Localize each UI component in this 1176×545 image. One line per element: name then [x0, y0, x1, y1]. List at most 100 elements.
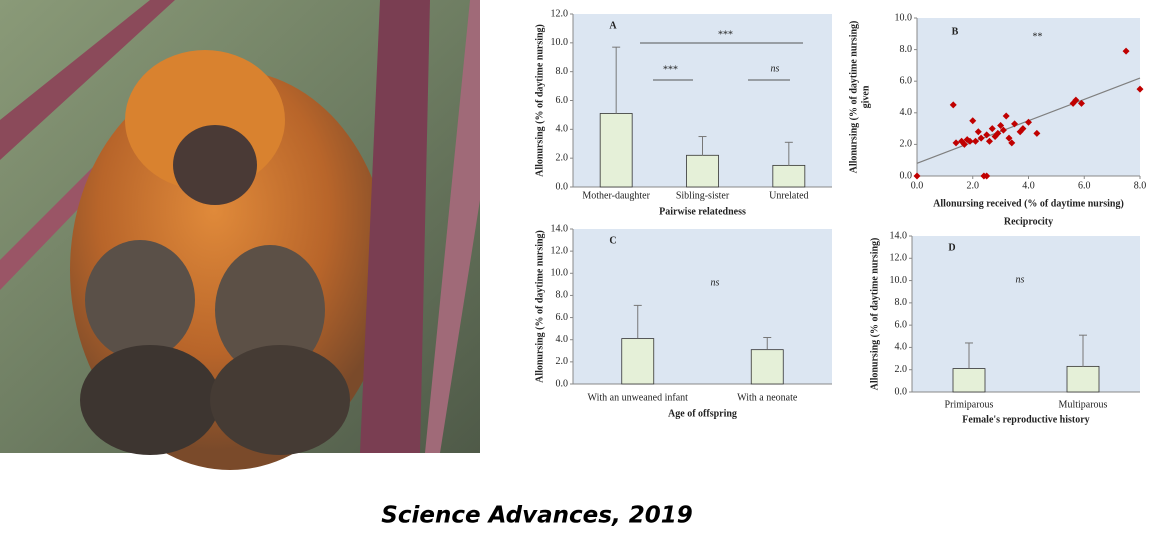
y-tick-label: 10.0 [551, 37, 569, 48]
bar [686, 154, 719, 188]
bar [772, 164, 806, 188]
x-tick-label: 8.0 [1134, 180, 1147, 191]
y-tick-label: 4.0 [556, 124, 569, 135]
bar [750, 349, 784, 385]
x-tick-label: Mother-daughter [582, 190, 650, 201]
y-tick-label: 12.0 [890, 253, 908, 264]
point [1072, 96, 1080, 104]
x-tick-label: Sibling-sister [676, 190, 730, 201]
x-axis-label: Age of offspring [668, 408, 737, 419]
y-tick-label: 6.0 [900, 75, 913, 86]
x-tick-label: With a neonate [737, 392, 798, 403]
annotation: *** [718, 29, 733, 40]
y-tick-label: 12.0 [551, 245, 569, 256]
point [1077, 99, 1085, 107]
point [977, 134, 985, 142]
point [999, 126, 1007, 134]
point [1033, 129, 1041, 137]
point [983, 172, 991, 180]
y-tick-label: 6.0 [556, 312, 569, 323]
y-tick-label: 2.0 [556, 356, 569, 367]
x-axis-label: Allonursing received (% of daytime nursi… [933, 198, 1124, 209]
y-axis-label: Allonursing (% of daytime nursing) [534, 24, 545, 177]
point [952, 139, 960, 147]
y-tick-label: 2.0 [895, 364, 908, 375]
x-tick-label: With an unweaned infant [588, 392, 689, 403]
panel-label: A [609, 20, 617, 31]
x-tick-label: Primiparous [945, 399, 994, 410]
point [985, 137, 993, 145]
y-tick-label: 4.0 [900, 107, 913, 118]
y-tick-label: 12.0 [551, 8, 569, 19]
y-tick-label: 10.0 [551, 268, 569, 279]
y-tick-label: 0.0 [900, 170, 913, 181]
plot-area [573, 229, 832, 384]
annotation: ns [1016, 274, 1025, 285]
x-tick-label: 0.0 [911, 180, 924, 191]
point [1025, 118, 1032, 126]
x-axis-label: Pairwise relatedness [659, 206, 746, 217]
point [974, 128, 982, 136]
chart-panel: 0.0 2.0 4.0 6.0 8.0 10.0 B Allonursing (% of da… [848, 12, 1146, 227]
x-axis-label: Female's reproductive history [962, 414, 1089, 425]
annotation: ns [771, 63, 780, 74]
point [1005, 134, 1013, 142]
point [1008, 139, 1016, 147]
y-tick-label: 14.0 [551, 223, 569, 234]
point [949, 101, 957, 109]
panel-label: B [952, 26, 959, 37]
y-tick-label: 4.0 [895, 342, 908, 353]
photo [0, 0, 480, 470]
point [913, 172, 921, 180]
point [960, 140, 968, 148]
x-tick-label: Unrelated [769, 190, 808, 201]
plot-area [912, 236, 1140, 392]
point [1002, 112, 1010, 120]
x-tick-label: Multiparous [1059, 399, 1108, 410]
point [972, 137, 980, 145]
panel-label: D [948, 242, 955, 253]
x-tick-label: 6.0 [1078, 180, 1091, 191]
point [1019, 125, 1027, 133]
y-tick-label: 10.0 [890, 275, 908, 286]
point [966, 137, 974, 145]
y-tick-label: 8.0 [556, 66, 569, 77]
y-tick-label: 2.0 [556, 152, 569, 163]
y-axis-label: given [860, 85, 871, 108]
plot-area [917, 18, 1140, 176]
chart-panel: 0.0 2.0 4.0 6.0 8.0 10.0 12.0 A Allonursing (% o… [534, 8, 832, 217]
bar [1066, 365, 1100, 393]
y-tick-label: 14.0 [890, 230, 908, 241]
y-tick-label: 10.0 [895, 12, 913, 23]
point [969, 117, 977, 125]
y-tick-label: 0.0 [556, 181, 569, 192]
point [1136, 85, 1144, 93]
caption: Science Advances, 2019 [381, 503, 692, 529]
subtitle: Reciprocity [1004, 216, 1053, 227]
y-axis-label: Allonursing (% of daytime nursing) [869, 238, 880, 391]
annotation: ns [711, 277, 720, 288]
point [1122, 47, 1130, 55]
point [983, 131, 991, 139]
panel-label: C [609, 235, 616, 246]
point [997, 121, 1005, 129]
bar [599, 113, 633, 188]
y-tick-label: 0.0 [556, 378, 569, 389]
bar [952, 368, 986, 393]
point [1011, 120, 1019, 128]
chart-panel: 0.0 2.0 4.0 6.0 8.0 10.0 12.0 14.0 D Allonursing … [869, 230, 1140, 425]
point [994, 129, 1002, 137]
y-axis-label: Allonursing (% of daytime nursing) [848, 21, 859, 174]
point [988, 125, 996, 133]
annotation: ** [1032, 31, 1042, 42]
y-tick-label: 8.0 [895, 297, 908, 308]
y-tick-label: 0.0 [895, 386, 908, 397]
x-tick-label: 4.0 [1022, 180, 1035, 191]
bar [621, 338, 655, 385]
y-tick-label: 6.0 [556, 95, 569, 106]
y-axis-label: Allonursing (% of daytime nursing) [534, 230, 545, 383]
y-tick-label: 4.0 [556, 334, 569, 345]
y-tick-label: 6.0 [895, 319, 908, 330]
y-tick-label: 2.0 [900, 139, 913, 150]
